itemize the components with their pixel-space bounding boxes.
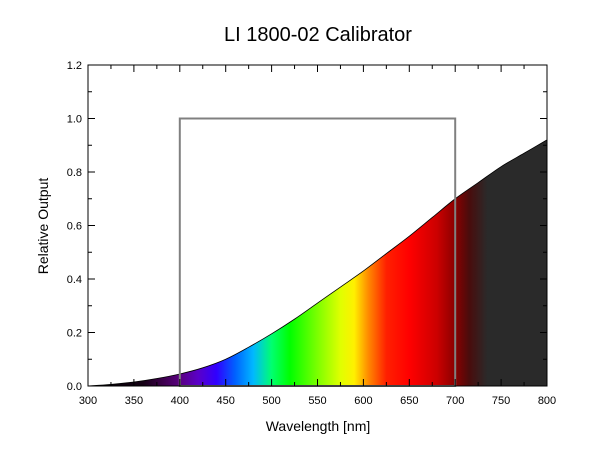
x-tick-label: 650 (400, 395, 418, 407)
y-tick-label: 1.2 (67, 60, 82, 72)
plot-area (87, 64, 548, 387)
y-tick-label: 0.0 (67, 381, 82, 393)
y-tick-label: 1.0 (67, 114, 82, 126)
series-outline (88, 139, 547, 386)
series-area (88, 139, 547, 386)
y-tick-label: 0.4 (67, 274, 82, 286)
x-tick-label: 400 (171, 395, 189, 407)
y-tick-label: 0.6 (67, 221, 82, 233)
x-tick-label: 600 (354, 395, 372, 407)
x-tick-label: 550 (308, 395, 326, 407)
x-axis: 300 350 400 450 500 550 600 650 700 750 800 (79, 65, 556, 407)
x-tick-label: 800 (538, 395, 556, 407)
chart-title: LI 1800-02 Calibrator (224, 24, 412, 46)
y-axis-label: Relative Output (35, 178, 51, 275)
x-axis-label: Wavelength [nm] (266, 418, 371, 434)
y-axis: 0.0 0.2 0.4 0.6 0.8 1.0 1.2 (67, 60, 547, 393)
y-tick-label: 0.8 (67, 167, 82, 179)
x-tick-label: 500 (262, 395, 280, 407)
x-tick-label: 750 (492, 395, 510, 407)
y-tick-label: 0.2 (67, 328, 82, 340)
x-tick-label: 700 (446, 395, 464, 407)
x-tick-label: 300 (79, 395, 97, 407)
x-tick-label: 450 (217, 395, 235, 407)
x-tick-label: 350 (125, 395, 143, 407)
